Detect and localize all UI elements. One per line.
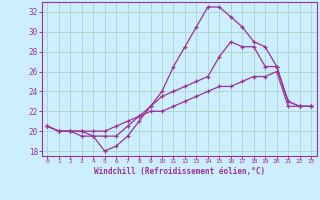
X-axis label: Windchill (Refroidissement éolien,°C): Windchill (Refroidissement éolien,°C): [94, 167, 265, 176]
